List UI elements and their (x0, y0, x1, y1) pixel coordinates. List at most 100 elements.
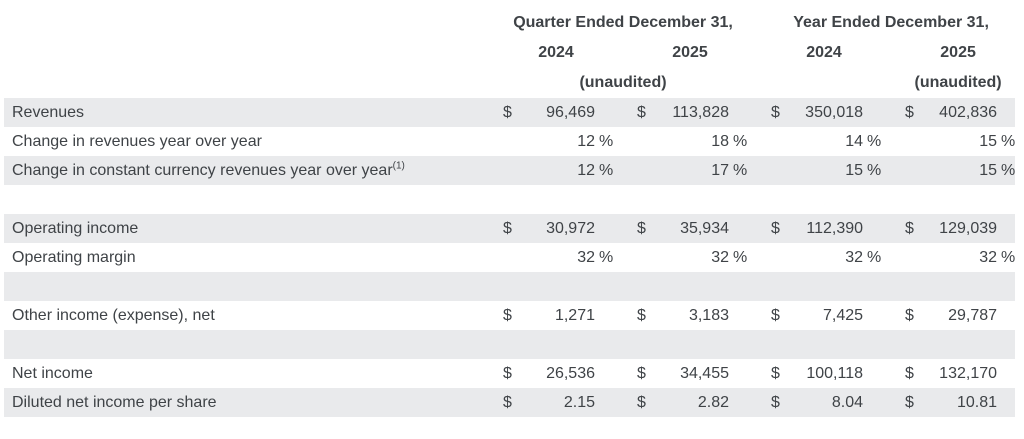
cell-value (655, 272, 729, 301)
currency-symbol (633, 330, 655, 359)
column-gap (613, 330, 633, 359)
header-spacer (767, 68, 881, 98)
table-row: Diluted net income per share $2.15 $2.82 $8… (4, 388, 1016, 417)
row-label: Change in constant currency revenues yea… (12, 161, 393, 179)
percent-symbol: % (595, 156, 613, 185)
cell-value: 29,787 (948, 306, 998, 324)
percent-symbol (997, 98, 1016, 127)
cell-value (655, 185, 729, 214)
column-gap (613, 156, 633, 185)
percent-symbol (863, 98, 882, 127)
currency-symbol (499, 127, 521, 156)
cell-value: 2.15 (521, 388, 595, 417)
percent-symbol (729, 214, 748, 243)
currency-symbol (499, 272, 521, 301)
currency-symbol (767, 156, 790, 185)
percent-symbol (997, 330, 1016, 359)
cell-value: 129,039 (923, 214, 998, 243)
column-gap (747, 156, 768, 185)
percent-symbol (595, 214, 613, 243)
percent-symbol (595, 98, 613, 127)
column-gap (747, 98, 768, 127)
currency-symbol: $ (901, 214, 924, 243)
currency-symbol (901, 127, 923, 156)
column-gap (613, 214, 633, 243)
cell-value: 12 (521, 156, 595, 185)
percent-symbol (729, 272, 748, 301)
cell-value (789, 185, 863, 214)
currency-symbol: $ (905, 306, 914, 324)
percent-symbol (997, 272, 1016, 301)
currency-symbol (901, 156, 924, 185)
cell-value: 32 (577, 248, 595, 266)
row-label-cell: Operating income (4, 214, 499, 243)
percent-symbol (595, 272, 613, 301)
cell-value (521, 330, 595, 359)
cell-value: 112,390 (789, 214, 864, 243)
column-gap (881, 388, 902, 417)
column-gap (881, 301, 901, 330)
cell-value: 32 (845, 248, 864, 266)
currency-symbol (633, 243, 655, 272)
column-gap (881, 272, 902, 301)
percent-symbol: % (733, 132, 748, 150)
row-label-cell (4, 185, 499, 214)
spacer-row (4, 272, 1016, 301)
percent-symbol: % (867, 132, 882, 150)
cell-value: 14 (845, 132, 864, 150)
column-gap (747, 272, 768, 301)
header-spacer (4, 38, 499, 68)
cell-value: 113,828 (655, 98, 729, 127)
currency-symbol (901, 243, 923, 272)
table-row: Net income $26,536 $34,455 $100,118 $132,170 (4, 359, 1015, 388)
currency-symbol (767, 272, 790, 301)
cell-value: 96,469 (521, 98, 595, 127)
header-gap (747, 68, 767, 98)
currency-symbol: $ (767, 388, 790, 417)
table-row: Change in revenues year over year 12% 18% 1… (4, 127, 1015, 156)
percent-symbol (997, 359, 1015, 388)
cell-value (789, 330, 864, 359)
column-gap (747, 388, 768, 417)
percent-symbol: % (863, 156, 881, 185)
currency-symbol (901, 272, 924, 301)
header-spacer (4, 68, 499, 98)
currency-symbol: $ (637, 364, 646, 382)
table-row: Operating margin 32% 32% 32% 32% (4, 243, 1015, 272)
percent-symbol: % (997, 156, 1015, 185)
column-gap (881, 156, 902, 185)
row-label-cell: Diluted net income per share (4, 388, 499, 417)
currency-symbol: $ (901, 388, 924, 417)
cell-value: 30,972 (521, 214, 595, 243)
cell-value: 15 (979, 132, 998, 150)
currency-symbol (633, 156, 655, 185)
currency-symbol (767, 127, 789, 156)
currency-symbol (499, 156, 521, 185)
spacer-row (4, 330, 1016, 359)
currency-symbol: $ (905, 364, 914, 382)
percent-symbol (729, 185, 747, 214)
row-label-cell: Operating margin (4, 243, 499, 272)
header-gap (613, 38, 633, 68)
percent-symbol (595, 301, 613, 330)
currency-symbol (767, 243, 789, 272)
header-quarter-title: Quarter Ended December 31, (513, 14, 733, 31)
cell-value (655, 330, 729, 359)
percent-symbol (863, 214, 882, 243)
percent-symbol: % (867, 248, 882, 266)
cell-value: 100,118 (806, 364, 864, 382)
percent-symbol (863, 185, 881, 214)
currency-symbol (633, 272, 655, 301)
column-gap (881, 359, 901, 388)
percent-symbol (863, 359, 881, 388)
cell-value: 12 (577, 132, 595, 150)
currency-symbol: $ (767, 98, 790, 127)
column-gap (881, 98, 902, 127)
cell-value (923, 330, 998, 359)
row-label: Revenues (12, 103, 85, 121)
percent-symbol: % (1001, 132, 1016, 150)
column-gap (613, 243, 633, 272)
column-gap (747, 243, 767, 272)
currency-symbol (901, 185, 923, 214)
header-years-row: 2024 2025 2024 2025 (4, 38, 1015, 68)
